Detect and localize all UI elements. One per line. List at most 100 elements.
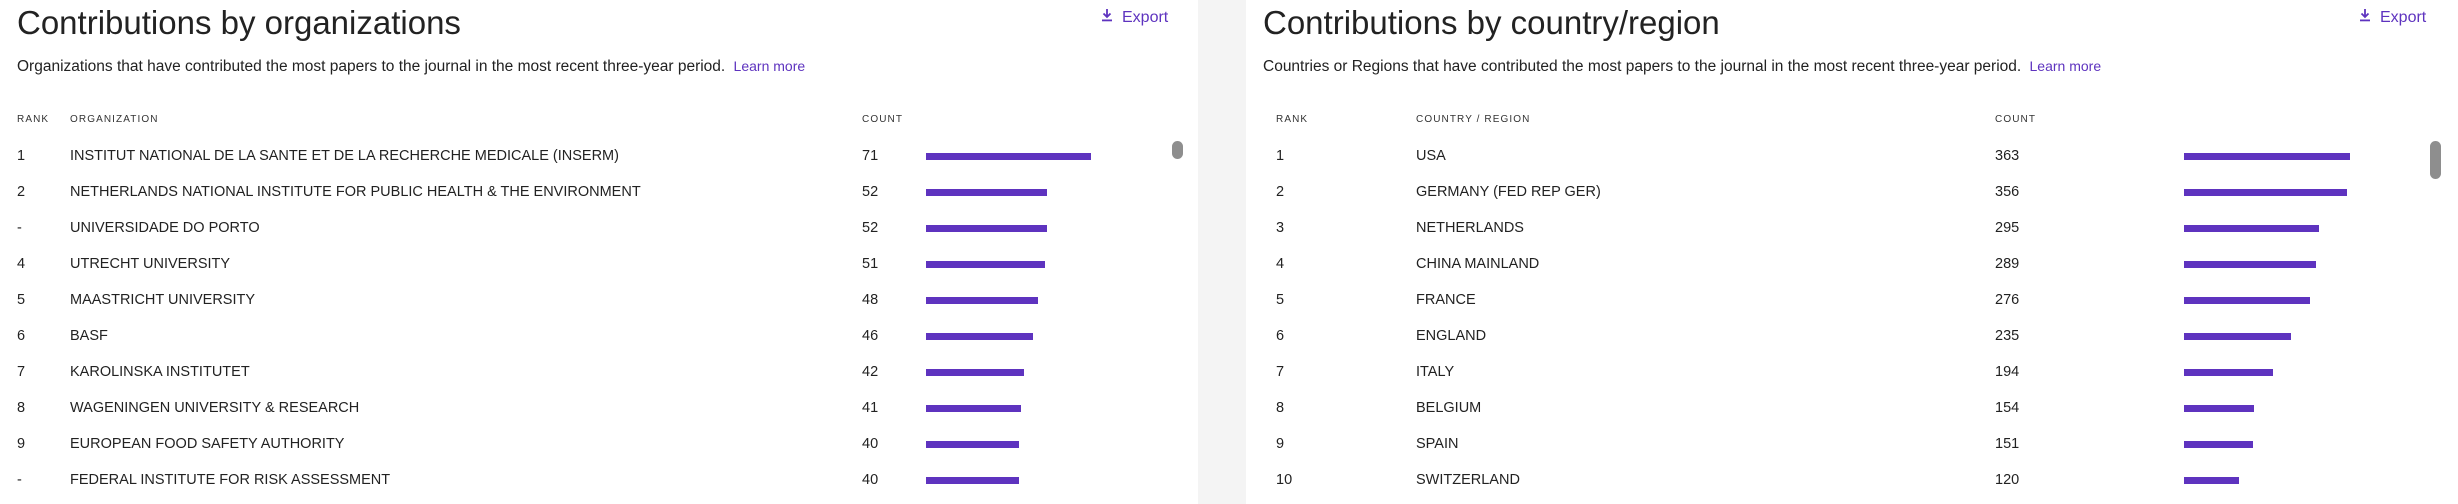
header-count: COUNT (862, 114, 904, 125)
count-cell: 52 (862, 220, 879, 236)
rank-cell: 9 (17, 436, 26, 452)
export-button[interactable]: Export (1100, 8, 1168, 27)
rank-cell: 7 (17, 364, 26, 380)
rank-cell: 10 (1276, 472, 1293, 488)
name-cell: FEDERAL INSTITUTE FOR RISK ASSESSMENT (70, 472, 391, 488)
table-row: 5 MAASTRICHT UNIVERSITY 48 (0, 282, 1198, 318)
table-row: - UNIVERSIDADE DO PORTO 52 (0, 210, 1198, 246)
count-cell: 235 (1995, 328, 2020, 344)
rank-cell: 6 (17, 328, 26, 344)
rank-cell: 5 (1276, 292, 1285, 308)
table-row: 1 USA 363 (1246, 138, 2458, 174)
count-bar (926, 369, 1024, 376)
download-icon (1100, 8, 1114, 27)
rank-cell: 9 (1276, 436, 1285, 452)
table-row: 6 ENGLAND 235 (1246, 318, 2458, 354)
rank-cell: 2 (17, 184, 26, 200)
count-bar (926, 261, 1045, 268)
header-country-region: COUNTRY / REGION (1416, 114, 1531, 125)
count-cell: 120 (1995, 472, 2020, 488)
count-bar (2184, 261, 2316, 268)
table-row: 7 ITALY 194 (1246, 354, 2458, 390)
export-button[interactable]: Export (2358, 8, 2426, 27)
count-cell: 71 (862, 148, 879, 164)
name-cell: ITALY (1416, 364, 1455, 380)
count-cell: 42 (862, 364, 879, 380)
count-cell: 52 (862, 184, 879, 200)
header-organization: ORGANIZATION (70, 114, 159, 125)
name-cell: INSTITUT NATIONAL DE LA SANTE ET DE LA R… (70, 148, 619, 164)
name-cell: SPAIN (1416, 436, 1459, 452)
name-cell: USA (1416, 148, 1446, 164)
learn-more-link[interactable]: Learn more (2029, 58, 2102, 74)
count-cell: 48 (862, 292, 879, 308)
table-row: 1 INSTITUT NATIONAL DE LA SANTE ET DE LA … (0, 138, 1198, 174)
count-bar (926, 477, 1019, 484)
table-row: 10 SWITZERLAND 120 (1246, 462, 2458, 498)
countries-panel: Contributions by country/region Export C… (1246, 0, 2458, 504)
rank-cell: 6 (1276, 328, 1285, 344)
table-row: 7 KAROLINSKA INSTITUTET 42 (0, 354, 1198, 390)
name-cell: BELGIUM (1416, 400, 1482, 416)
name-cell: SWITZERLAND (1416, 472, 1520, 488)
name-cell: FRANCE (1416, 292, 1476, 308)
header-rank: RANK (17, 114, 50, 125)
count-bar (2184, 369, 2273, 376)
rank-cell: - (17, 220, 22, 236)
count-bar (2184, 153, 2350, 160)
learn-more-link[interactable]: Learn more (733, 58, 806, 74)
name-cell: CHINA MAINLAND (1416, 256, 1540, 272)
name-cell: WAGENINGEN UNIVERSITY & RESEARCH (70, 400, 360, 416)
name-cell: NETHERLANDS (1416, 220, 1524, 236)
header-count: COUNT (1995, 114, 2037, 125)
count-cell: 40 (862, 472, 879, 488)
name-cell: NETHERLANDS NATIONAL INSTITUTE FOR PUBLI… (70, 184, 641, 200)
count-bar (2184, 405, 2254, 412)
table-row: 3 NETHERLANDS 295 (1246, 210, 2458, 246)
scrollbar-thumb[interactable] (2430, 141, 2441, 179)
table-row: 5 FRANCE 276 (1246, 282, 2458, 318)
count-bar (2184, 333, 2291, 340)
count-bar (926, 189, 1047, 196)
download-icon (2358, 8, 2372, 27)
rank-cell: 1 (1276, 148, 1285, 164)
table-row: 8 BELGIUM 154 (1246, 390, 2458, 426)
panel-title: Contributions by organizations (17, 4, 461, 41)
count-cell: 295 (1995, 220, 2020, 236)
name-cell: GERMANY (FED REP GER) (1416, 184, 1601, 200)
count-bar (2184, 477, 2239, 484)
count-cell: 194 (1995, 364, 2020, 380)
table-row: 2 GERMANY (FED REP GER) 356 (1246, 174, 2458, 210)
rank-cell: - (17, 472, 22, 488)
table-row: 4 UTRECHT UNIVERSITY 51 (0, 246, 1198, 282)
count-bar (926, 333, 1033, 340)
count-bar (926, 153, 1091, 160)
name-cell: MAASTRICHT UNIVERSITY (70, 292, 256, 308)
count-bar (926, 441, 1019, 448)
count-bar (2184, 189, 2347, 196)
count-bar (2184, 297, 2310, 304)
header-rank: RANK (1276, 114, 1309, 125)
organizations-panel: Contributions by organizations Export Or… (0, 0, 1198, 504)
name-cell: BASF (70, 328, 108, 344)
panel-description: Countries or Regions that have contribut… (1263, 58, 2101, 76)
scrollbar-thumb[interactable] (1172, 141, 1183, 159)
count-cell: 289 (1995, 256, 2020, 272)
description-text: Organizations that have contributed the … (17, 58, 726, 75)
table-row: 9 SPAIN 151 (1246, 426, 2458, 462)
name-cell: EUROPEAN FOOD SAFETY AUTHORITY (70, 436, 345, 452)
rank-cell: 5 (17, 292, 26, 308)
rank-cell: 3 (1276, 220, 1285, 236)
rank-cell: 2 (1276, 184, 1285, 200)
count-cell: 51 (862, 256, 879, 272)
name-cell: UTRECHT UNIVERSITY (70, 256, 231, 272)
export-label: Export (2380, 8, 2427, 26)
count-cell: 46 (862, 328, 879, 344)
count-cell: 356 (1995, 184, 2020, 200)
name-cell: ENGLAND (1416, 328, 1487, 344)
table-row: 6 BASF 46 (0, 318, 1198, 354)
count-bar (2184, 225, 2319, 232)
count-cell: 40 (862, 436, 879, 452)
count-cell: 154 (1995, 400, 2020, 416)
panel-description: Organizations that have contributed the … (17, 58, 805, 76)
